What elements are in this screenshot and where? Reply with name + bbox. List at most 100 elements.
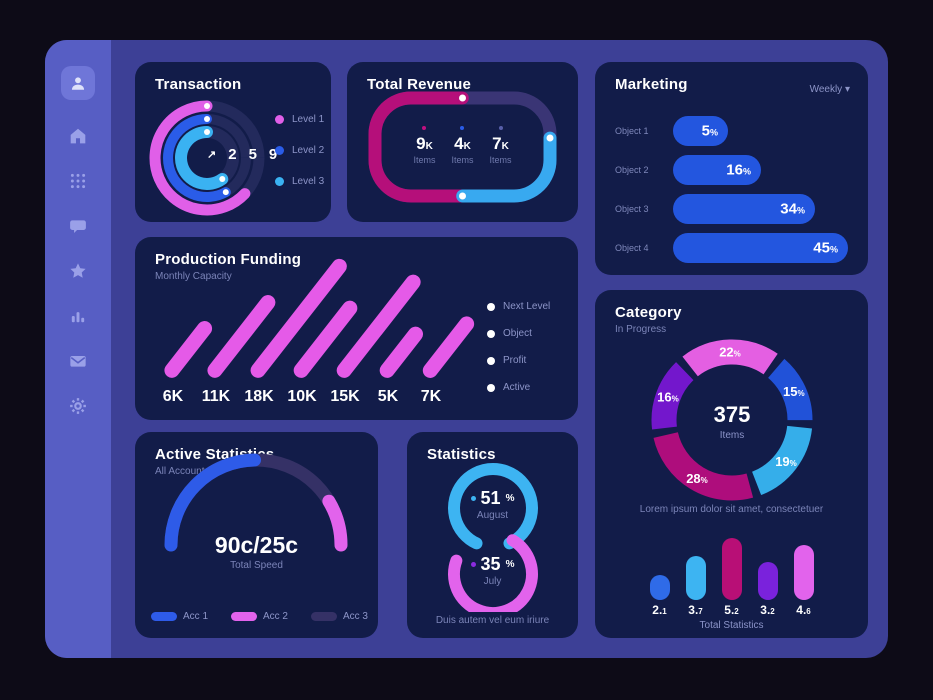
sidebar-item-mail[interactable]	[69, 352, 87, 370]
donut-segment	[682, 339, 778, 377]
legend-label: Acc 1	[183, 611, 209, 622]
pct-number: 34	[780, 200, 797, 218]
chat-icon	[69, 217, 87, 235]
marker-dot	[204, 103, 210, 109]
marker-dot	[459, 192, 466, 200]
stat-number: 7	[492, 134, 502, 153]
funding-bar-label: 7K	[420, 388, 442, 405]
marker-dot	[219, 176, 226, 183]
mini-bar-values: 2.1 3.7 5.2 3.2 4.6	[595, 603, 868, 617]
mini-bar	[685, 556, 706, 600]
funding-bar-label: 15K	[330, 388, 360, 405]
mini-bar	[757, 562, 778, 600]
funding-bar-label: 6K	[162, 388, 184, 405]
card-subtitle: Monthly Capacity	[155, 271, 232, 282]
marker-dot	[222, 189, 229, 196]
marketing-object-label: Object 2	[615, 165, 649, 175]
mini-chart-label: Total Statistics	[699, 620, 764, 631]
statistics-footer: Duis autem vel eum iriure	[435, 615, 550, 626]
marketing-row: Object 3 34%	[615, 194, 848, 224]
user-icon	[69, 74, 87, 92]
mini-bar-value: 2.1	[650, 603, 670, 617]
mini-bar-value: 3.2	[758, 603, 778, 617]
marketing-object-label: Object 4	[615, 243, 649, 253]
card-title: Production Funding	[155, 251, 302, 268]
stat-label: Items	[451, 155, 474, 165]
decimal-part: 1	[662, 607, 667, 616]
revenue-stat: 7K Items	[490, 126, 512, 165]
int-part: 3.	[760, 603, 771, 617]
sidebar-item-bar-chart[interactable]	[69, 307, 87, 325]
percent-sign: %	[796, 205, 805, 216]
legend-item: Level 3	[275, 176, 324, 187]
chevron-down-icon: ▾	[844, 84, 850, 95]
july-ring	[448, 534, 538, 612]
stat-unit: K	[425, 141, 433, 152]
revenue-stat: 4K Items	[451, 126, 474, 165]
category-description: Lorem ipsum dolor sit amet, consectetuer	[639, 504, 824, 515]
sidebar-item-home[interactable]	[69, 127, 87, 145]
settings-icon	[69, 397, 87, 415]
sidebar-item-chat[interactable]	[69, 217, 87, 235]
gauge-acc2	[322, 494, 348, 552]
stat-value: 4K	[454, 135, 471, 152]
legend-dot	[275, 177, 284, 186]
mini-bar-chart	[595, 536, 868, 600]
decimal-part: 7	[698, 607, 703, 616]
legend-item: Profit	[487, 355, 550, 366]
legend-label: Acc 3	[342, 611, 368, 622]
funding-legend: Next Level Object Profit Active	[487, 301, 550, 409]
card-title: Transaction	[155, 76, 242, 93]
funding-bar	[376, 323, 427, 381]
marketing-card: Marketing Weekly ▾ Object 1 5% Object 2 16%…	[595, 62, 868, 275]
revenue-stat: 9K Items	[413, 126, 435, 165]
legend-label: Object	[503, 328, 532, 339]
marketing-bar: 34%	[673, 194, 815, 224]
marker-dot	[459, 94, 466, 102]
monthly-rings-chart	[448, 463, 538, 612]
legend-dot	[487, 383, 495, 392]
funding-bar-chart	[151, 250, 478, 381]
sidebar-item-star[interactable]	[69, 262, 87, 280]
donut-total-value: 375	[713, 402, 751, 427]
legend-item: Acc 3	[310, 611, 368, 622]
card-title: Category	[615, 304, 682, 321]
transaction-card: Transaction ↗ 2 5 9 Level 1 Level 2 Level 3	[135, 62, 331, 222]
transaction-rings-chart	[149, 100, 265, 216]
legend-label: Level 3	[292, 176, 325, 187]
legend-item: Object	[487, 328, 550, 339]
percent-sign: %	[505, 493, 515, 504]
speed-gauge-chart	[164, 453, 348, 552]
sidebar-item-user[interactable]	[61, 66, 95, 100]
ring-level-1	[149, 100, 251, 216]
funding-bar-label: 10K	[287, 388, 317, 405]
marketing-bar-value: 5%	[702, 123, 718, 140]
statistics-card: Statistics 51 % August 35 % July Duis au…	[407, 432, 578, 638]
category-card: Category In Progress 22% 15% 19% 28% 16% 375…	[595, 290, 868, 638]
sidebar-item-apps-grid[interactable]	[69, 172, 87, 190]
donut-segment-label: 15%	[783, 384, 805, 399]
percent-sign: %	[505, 559, 515, 570]
legend-item: Acc 1	[151, 611, 208, 622]
int-part: 5.	[724, 603, 735, 617]
legend-label: Level 2	[292, 145, 325, 156]
marketing-row: Object 2 16%	[615, 155, 848, 185]
legend-swatch	[151, 612, 177, 621]
star-icon	[69, 262, 87, 280]
stat-value: 35	[480, 554, 501, 574]
card-subtitle: All Accounts	[155, 466, 210, 477]
gauge-acc1	[164, 453, 262, 552]
donut-segment-label: 28%	[686, 471, 708, 486]
gauge-label: Total Speed	[230, 560, 283, 571]
legend-swatch	[230, 612, 257, 621]
marker-dot	[204, 129, 210, 135]
weekly-filter-dropdown[interactable]: Weekly ▾	[810, 84, 850, 95]
stat-unit: K	[501, 141, 509, 152]
int-part: 4.	[796, 603, 807, 617]
card-title: Total Revenue	[367, 76, 472, 93]
sidebar-item-settings[interactable]	[69, 397, 87, 415]
funding-bar-label: 11K	[201, 388, 231, 405]
marketing-bar-value: 45%	[813, 240, 838, 257]
marketing-bar: 45%	[673, 233, 848, 263]
marketing-object-label: Object 1	[615, 126, 649, 136]
